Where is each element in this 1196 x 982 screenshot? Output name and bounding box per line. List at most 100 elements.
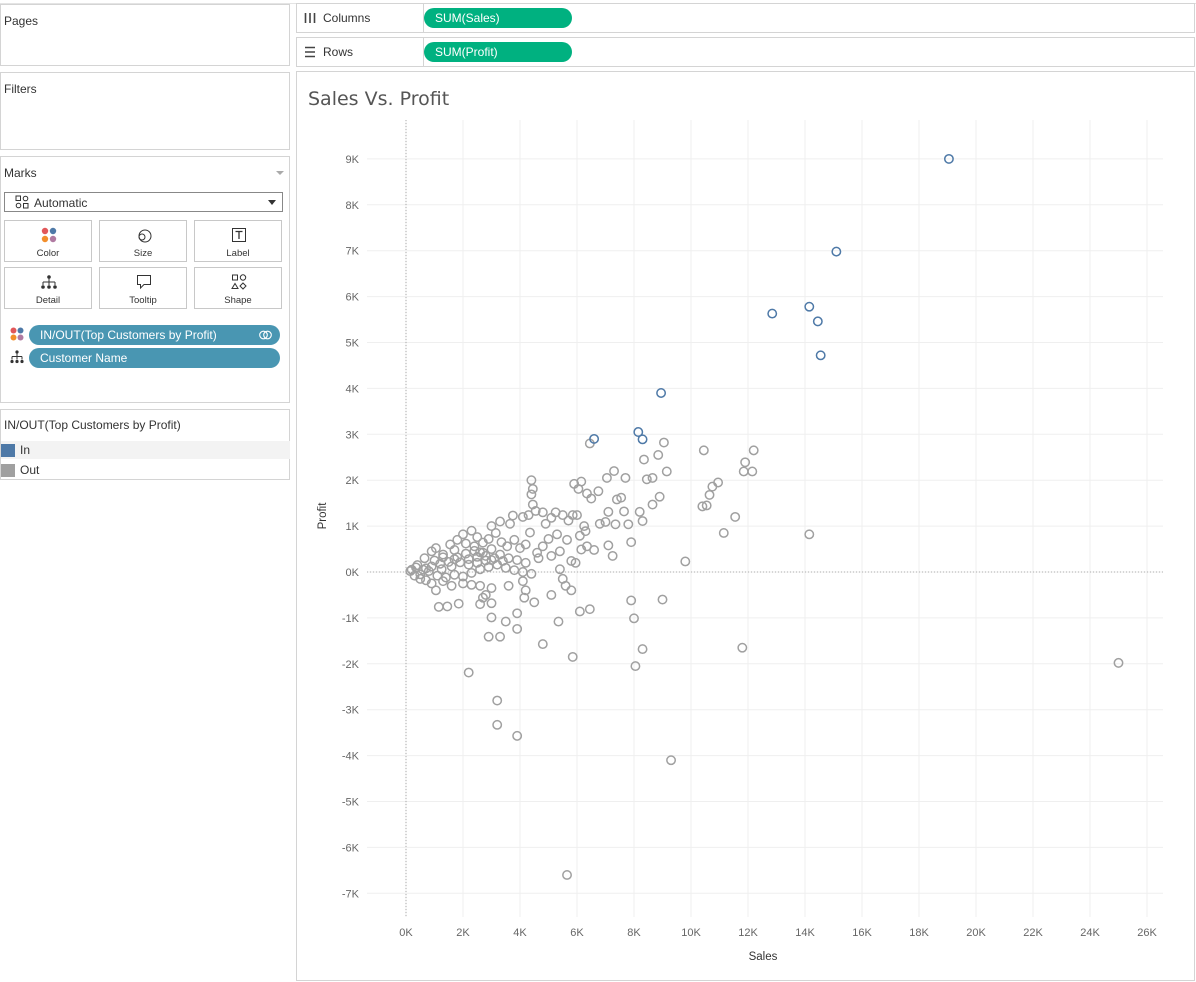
data-point-out (610, 519, 621, 530)
data-point-out (718, 528, 729, 538)
data-point-out (496, 537, 507, 548)
mark-type-dropdown[interactable]: Automatic (4, 192, 283, 212)
size-button-label: Size (133, 248, 153, 259)
data-point-out (540, 518, 551, 529)
data-point-out (569, 478, 580, 489)
color-button[interactable]: Color (4, 220, 92, 262)
data-point-out (423, 566, 434, 577)
detail-button[interactable]: Detail (4, 267, 92, 309)
data-point-out (623, 519, 634, 530)
legend-item-out[interactable]: Out (1, 461, 290, 479)
data-point-out (594, 518, 605, 529)
data-point-out (607, 550, 618, 561)
data-point-in (656, 388, 667, 398)
data-point-out (532, 547, 543, 558)
data-point-out (543, 534, 554, 544)
rows-icon (305, 46, 315, 58)
x-tick-label: 8K (627, 927, 641, 939)
size-button[interactable]: Size (99, 220, 187, 262)
sum-sales-pill-label: SUM(Sales) (435, 11, 500, 25)
data-point-out (472, 557, 483, 568)
data-point-out (533, 553, 544, 564)
pages-card[interactable]: Pages (0, 4, 290, 66)
legend-title: IN/OUT(Top Customers by Profit) (4, 418, 181, 432)
data-point-out (525, 527, 535, 538)
in-out-field-pill[interactable]: IN/OUT(Top Customers by Profit) (29, 325, 280, 345)
size-icon (138, 229, 152, 243)
in-out-field-label: IN/OUT(Top Customers by Profit) (40, 328, 217, 342)
data-point-out (526, 475, 537, 486)
tooltip-button[interactable]: Tooltip (99, 267, 187, 309)
columns-icon (304, 13, 316, 23)
data-point-out (509, 534, 520, 545)
data-point-out (804, 529, 815, 540)
data-point-out (566, 585, 577, 596)
y-tick-label: 9K (346, 154, 360, 166)
legend-label-out: Out (20, 463, 40, 477)
y-tick-label: 2K (346, 475, 360, 487)
data-point-out (737, 642, 748, 653)
data-point-out (512, 623, 523, 634)
data-point-in (589, 433, 600, 444)
data-point-out (653, 450, 664, 460)
data-point-out (440, 572, 451, 583)
data-point-out (453, 598, 464, 609)
y-tick-label: -7K (342, 888, 360, 900)
data-point-out (530, 506, 541, 516)
x-tick-label: 20K (966, 927, 986, 939)
data-point-out (537, 541, 548, 552)
rows-shelf-label: Rows (323, 45, 354, 59)
data-point-out (446, 580, 457, 591)
data-point-out (520, 539, 531, 550)
data-point-out (492, 719, 503, 730)
data-point-out (466, 579, 477, 590)
shape-button[interactable]: Shape (194, 267, 282, 309)
data-point-out (466, 525, 477, 536)
data-point-out (472, 532, 483, 543)
data-point-out (486, 612, 497, 623)
data-point-out (600, 517, 611, 527)
data-point-out (537, 507, 548, 518)
shape-icon (231, 274, 247, 290)
scatter-plot[interactable]: 9K 8K 7K 6K 5K 4K 3K 2K 1K 0K -1K -2K -3K -4K -5K -6K -7… (297, 72, 1194, 980)
columns-shelf[interactable]: Columns SUM(Sales) (296, 3, 1195, 33)
data-point-out (550, 507, 561, 518)
automatic-mark-icon (15, 195, 29, 209)
marks-menu-arrow-icon[interactable] (275, 169, 285, 177)
legend-item-in[interactable]: In (1, 441, 290, 459)
data-point-out (563, 515, 574, 526)
label-button[interactable]: Label (194, 220, 282, 262)
data-point-out (589, 545, 600, 555)
data-point-out (486, 583, 497, 594)
data-point-out (500, 616, 511, 627)
data-point-out (517, 511, 528, 522)
rows-shelf[interactable]: Rows SUM(Profit) (296, 37, 1195, 67)
sum-profit-pill-label: SUM(Profit) (435, 45, 498, 59)
data-point-out (415, 573, 426, 584)
data-point-out (546, 590, 557, 600)
data-point-out (483, 534, 494, 544)
y-tick-label: 4K (346, 383, 360, 395)
data-point-out (680, 556, 691, 567)
data-point-out (430, 543, 441, 554)
customer-name-field-label: Customer Name (40, 351, 128, 365)
data-point-out (579, 521, 590, 532)
data-point-out (567, 651, 578, 662)
data-point-out (509, 565, 520, 576)
pages-title: Pages (4, 14, 39, 28)
data-point-out (460, 538, 471, 549)
data-point-out (603, 540, 614, 551)
sum-sales-pill[interactable]: SUM(Sales) (424, 8, 572, 28)
data-point-out (657, 594, 668, 605)
data-point-out (641, 474, 652, 485)
filters-card[interactable]: Filters (0, 72, 290, 150)
data-point-out (495, 516, 506, 527)
color-field-icon (10, 327, 24, 341)
data-point-out (701, 500, 712, 511)
data-point-out (529, 597, 540, 608)
data-point-out (452, 534, 463, 545)
data-point-out (478, 592, 488, 603)
customer-name-field-pill[interactable]: Customer Name (29, 348, 280, 368)
y-tick-label: -1K (342, 613, 360, 625)
sum-profit-pill[interactable]: SUM(Profit) (424, 42, 572, 62)
